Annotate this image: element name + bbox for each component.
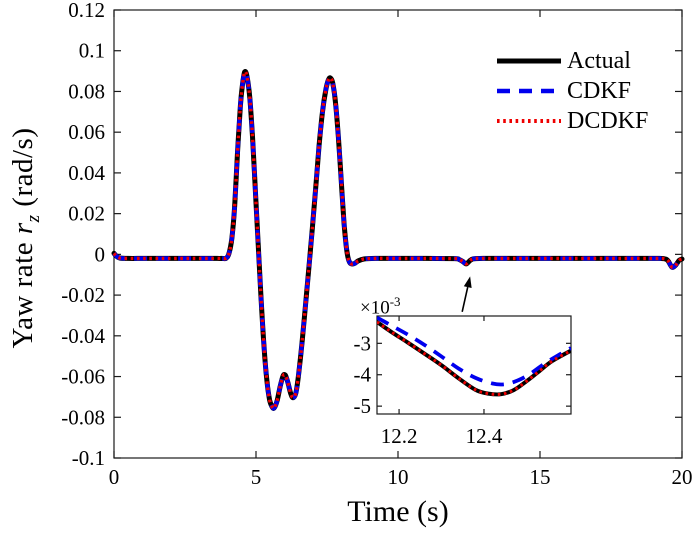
legend-entry-cdkf: CDKF: [494, 76, 648, 106]
annotation-arrow-shaft: [461, 286, 469, 312]
inset-x-tick-label: 12.2: [381, 424, 418, 448]
inset-series-cdkf: [377, 316, 571, 387]
x-tick-label: 5: [251, 465, 262, 489]
legend-dashed-line-icon: [497, 88, 561, 94]
x-tick-label: 15: [530, 465, 551, 489]
x-tick-label: 0: [109, 465, 120, 489]
y-axis-label-prefix: Yaw rate: [7, 234, 40, 349]
legend-label-actual: Actual: [567, 48, 631, 74]
y-tick-label: 0.02: [68, 202, 105, 226]
y-tick-label: -0.04: [61, 324, 105, 348]
inset-series-dcdkf: [377, 320, 571, 396]
inset-exponent-base: ×10: [360, 297, 390, 319]
x-tick-label: 20: [672, 465, 693, 489]
y-tick-label: 0.1: [79, 39, 105, 63]
x-tick-label: 10: [388, 465, 409, 489]
legend-label-cdkf: CDKF: [567, 78, 632, 104]
y-axis-label-symbol: r: [7, 222, 40, 235]
main-series-dcdkf: [112, 69, 683, 411]
legend-label-dcdkf: DCDKF: [567, 108, 649, 134]
y-tick-label: 0.12: [68, 0, 105, 22]
y-tick-label: -0.02: [61, 283, 105, 307]
inset-exponent-power: -3: [389, 294, 401, 309]
y-axis-label-subscript: z: [22, 214, 44, 223]
legend-entry-actual: Actual: [494, 46, 648, 76]
y-tick-label: 0.04: [68, 161, 105, 185]
y-tick-label: -0.1: [72, 446, 105, 470]
inset-x-tick-label: 12.4: [466, 424, 503, 448]
inset-exponent-label: ×10-3: [360, 294, 401, 319]
x-axis-label: Time (s): [347, 495, 449, 528]
y-tick-label: 0: [95, 242, 106, 266]
y-axis-label-suffix: (rad/s): [7, 127, 40, 215]
legend-dotted-line-icon: [497, 119, 561, 123]
legend-solid-line-icon: [497, 58, 561, 64]
inset-y-tick-label: -3: [354, 331, 372, 355]
y-tick-label: 0.08: [68, 79, 105, 103]
annotation-arrow-head: [463, 276, 472, 288]
y-axis-label: Yaw rate rz (rad/s): [7, 128, 45, 349]
legend-entry-dcdkf: DCDKF: [494, 106, 648, 136]
inset-y-tick-label: -4: [354, 363, 372, 387]
inset-axes-box: [376, 315, 572, 415]
y-tick-label: -0.06: [61, 365, 105, 389]
y-tick-label: 0.06: [68, 120, 105, 144]
y-tick-label: -0.08: [61, 405, 105, 429]
inset-y-tick-label: -5: [354, 394, 372, 418]
legend: Actual CDKF DCDKF: [494, 46, 648, 136]
